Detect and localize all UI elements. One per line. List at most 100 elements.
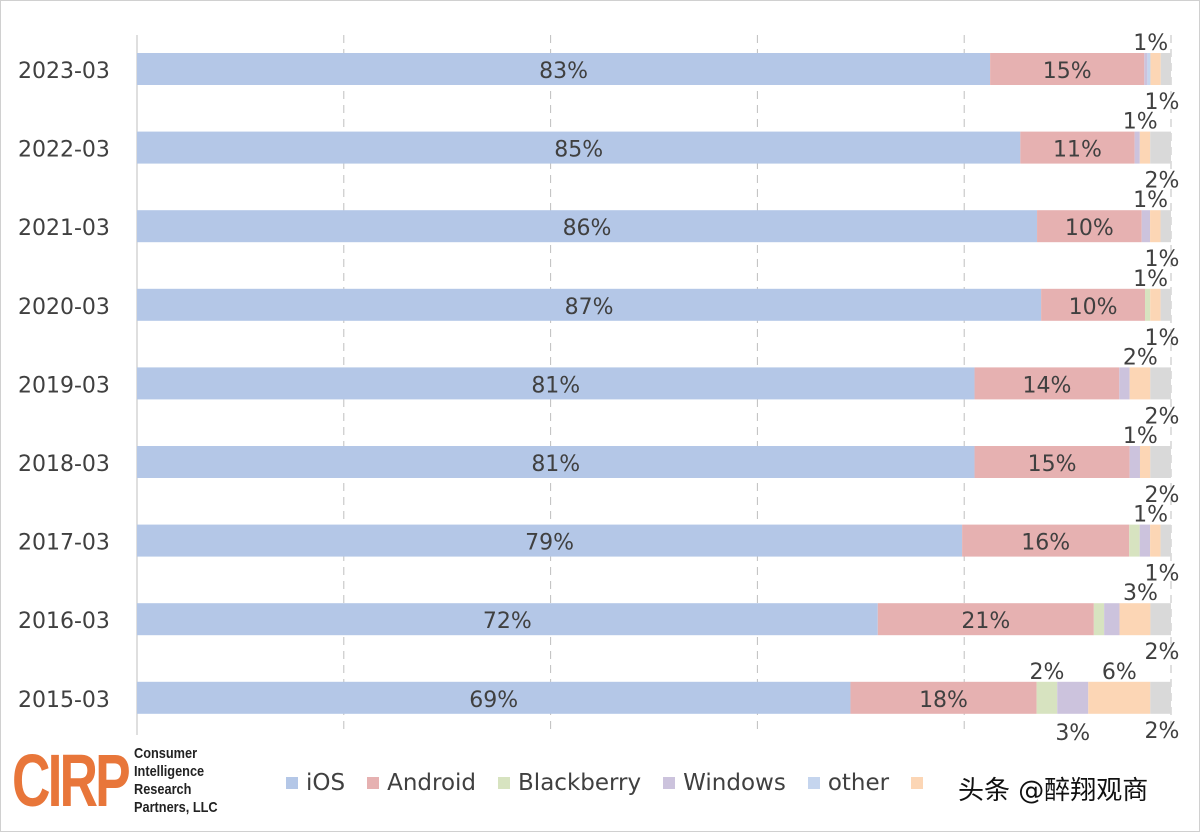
bar-segment (1134, 131, 1140, 164)
legend-item: Blackberry (498, 770, 641, 796)
bar-segment (1160, 53, 1171, 85)
bar-segment (1141, 210, 1151, 243)
data-label: 11% (1053, 138, 1102, 163)
legend-item: Android (367, 770, 476, 796)
bar-segment (1088, 681, 1151, 714)
data-label: 1% (1145, 247, 1180, 272)
logo-line: Partners, LLC (134, 799, 218, 816)
data-label: 87% (565, 295, 614, 320)
category-label: 2017-03 (18, 531, 110, 556)
data-label: 10% (1065, 216, 1114, 241)
legend-swatch (807, 777, 820, 789)
category-label: 2020-03 (18, 295, 110, 320)
watermark: 头条 @醉翔观商 (958, 776, 1149, 806)
bar-segment (1150, 131, 1171, 164)
data-label: 72% (483, 609, 532, 634)
bar-segment (1145, 288, 1151, 321)
bar-segment (974, 367, 1120, 400)
logo-mark: CIRP (12, 739, 131, 822)
bar-segment (137, 524, 963, 557)
bar-segment (137, 446, 975, 478)
bar-segment (850, 681, 1037, 714)
bar-segment (1129, 524, 1140, 557)
bar-segment (1129, 367, 1151, 400)
legend-label: Windows (683, 770, 786, 796)
bar-segment (1139, 131, 1151, 164)
logo-line: Intelligence (134, 763, 205, 780)
logo-text: Consumer Intelligence Research Partners,… (134, 745, 218, 817)
category-label: 2022-03 (18, 138, 110, 163)
bar-segment (1150, 524, 1161, 557)
legend-label: other (827, 770, 890, 796)
legend-item: other (807, 770, 890, 796)
data-label: 18% (919, 688, 968, 713)
data-label: 2% (1145, 719, 1180, 744)
bar-segment (137, 210, 1038, 243)
bar-segment (137, 53, 991, 85)
legend-swatch (498, 777, 511, 789)
category-label: 2018-03 (18, 452, 110, 477)
bar-segment (990, 53, 1145, 85)
bar-segment (1150, 603, 1171, 636)
category-label: 2023-03 (18, 59, 110, 84)
bar-segment (1150, 681, 1171, 714)
legend-swatch (286, 777, 298, 789)
bar-segment (1037, 210, 1142, 243)
category-label: 2015-03 (18, 688, 110, 713)
legend-label: iOS (306, 770, 346, 796)
data-label: 2% (1123, 345, 1158, 370)
data-label: 3% (1123, 581, 1158, 606)
bar-segment (1150, 210, 1161, 243)
data-label: 2% (1145, 640, 1180, 665)
bar-segment (1057, 681, 1089, 714)
data-label: 79% (525, 531, 574, 556)
bar-segment (1150, 53, 1161, 85)
data-label: 1% (1133, 188, 1168, 213)
data-label: 2% (1029, 660, 1064, 685)
data-label: 81% (531, 373, 580, 398)
legend-swatch (663, 777, 676, 789)
data-label: 21% (961, 609, 1010, 634)
bar-segment (1139, 524, 1151, 557)
bar-segment (962, 524, 1130, 557)
data-label: 16% (1021, 531, 1070, 556)
data-label: 1% (1133, 267, 1168, 292)
bar-segment (137, 603, 878, 636)
legend-label: Blackberry (518, 770, 642, 796)
legend-swatch (911, 777, 924, 789)
legend-item: iOS (286, 770, 345, 796)
data-label: 1% (1123, 424, 1158, 449)
bar-segment (1150, 446, 1171, 478)
data-label: 81% (531, 452, 580, 477)
bar-segment (137, 367, 975, 400)
data-label: 15% (1028, 452, 1077, 477)
data-label: 2% (1145, 169, 1180, 194)
data-label: 15% (1043, 59, 1092, 84)
bar-segment (1036, 681, 1058, 714)
data-label: 3% (1055, 721, 1090, 746)
bar-segment (1093, 603, 1105, 636)
legend-item (911, 770, 931, 796)
bar-segment (1119, 367, 1130, 400)
data-label: 10% (1069, 295, 1118, 320)
data-label: 2% (1145, 404, 1180, 429)
bar-segment (137, 131, 1021, 164)
legend: iOS Android Blackberry Windows other (286, 770, 931, 796)
cirp-logo: CIRP Consumer Intelligence Research Part… (12, 744, 232, 818)
data-label: 2% (1145, 483, 1180, 508)
stacked-bar-chart: 2023-03 83% 15%1%1%2022-03 85% 11%1%2%2021-0… (18, 31, 1180, 746)
category-label: 2019-03 (18, 373, 110, 398)
data-label: 1% (1145, 562, 1180, 587)
legend-label: Android (387, 770, 477, 796)
data-label: 1% (1133, 503, 1168, 528)
data-label: 6% (1102, 660, 1137, 685)
data-label: 1% (1133, 31, 1168, 56)
category-label: 2016-03 (18, 609, 110, 634)
logo-line: Consumer (134, 745, 198, 762)
data-label: 1% (1145, 90, 1180, 115)
bar-segment (137, 681, 851, 714)
bar-segment (1129, 446, 1140, 478)
bar-segment (1160, 524, 1171, 557)
bar-segment (1041, 288, 1146, 321)
bar-segment (137, 288, 1042, 321)
